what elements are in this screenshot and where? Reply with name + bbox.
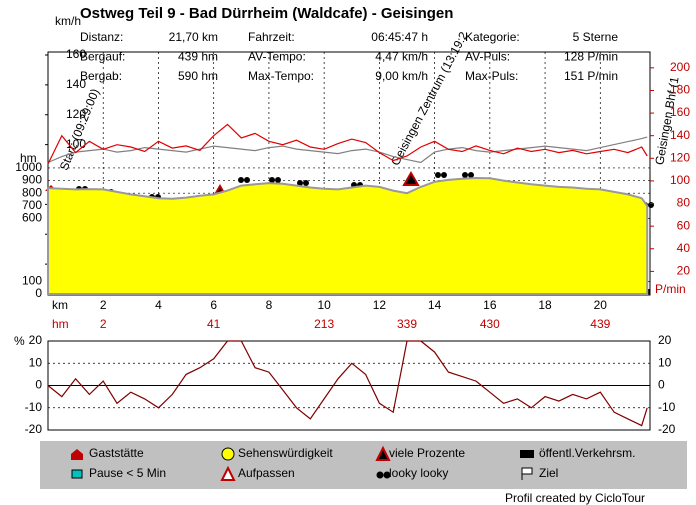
legend-box [40,441,687,489]
x-tick-label: 14 [428,298,442,312]
stat-value: 151 P/min [564,69,618,83]
y-tick-label-right: -10 [658,400,676,414]
y-tick-label: -10 [25,400,43,414]
x-label: km [52,298,68,312]
stat-value: 5 Sterne [573,30,619,44]
x-tick-label: 12 [373,298,387,312]
y-tick-label: 800 [22,185,42,199]
legend-label: looky looky [389,466,448,480]
stat-value: 9,00 km/h [375,69,428,83]
y2-tick-label: 100 [670,173,690,187]
legend-label: Pause < 5 Min [89,466,166,480]
climb-value: 41 [207,317,221,331]
y3-tick-label: 120 [66,107,86,121]
y2-tick-label: 40 [677,241,691,255]
title: Ostweg Teil 9 - Bad Dürrheim (Waldcafe) … [80,5,453,22]
y-label: hm [20,151,37,165]
stat-value: 128 P/min [564,50,618,64]
legend-label: öffentl.Verkehrsm. [539,446,636,460]
y3-label: km/h [55,14,81,28]
stat-label: Distanz: [80,30,123,44]
y-tick-label: -20 [25,422,43,436]
elevation-area [47,176,649,295]
y-tick-label: 1000 [15,160,42,174]
x-tick-label: 16 [483,298,497,312]
series-line [47,123,648,165]
legend-label: Sehenswürdigkeit [238,446,333,460]
y3-tick-label: 140 [66,77,86,91]
y2-tick-label: 80 [677,196,691,210]
series-line [47,340,648,427]
legend-icons [71,445,534,481]
stat-label: Fahrzeit: [248,30,295,44]
x-tick-label: 20 [594,298,608,312]
climb-value: 339 [397,317,417,331]
x-tick-label: 4 [155,298,162,312]
y-tick-label-right: 0 [658,378,665,392]
y-tick-label: 900 [22,173,42,187]
y-tick-label: 0 [35,378,42,392]
y3-tick-label: 160 [66,47,86,61]
climb-label: hm [52,317,69,331]
stat-value: 06:45:47 h [371,30,428,44]
x-tick-label: 10 [317,298,331,312]
stat-value: 439 hm [178,50,218,64]
climb-value: 439 [590,317,610,331]
y2-tick-label: 120 [670,150,690,164]
y-tick-label: 10 [29,355,43,369]
y2-tick-label: 180 [670,83,690,97]
y-tick-label: 600 [22,211,42,225]
stat-label: Bergab: [80,69,122,83]
x-tick-label: 8 [266,298,273,312]
y-tick-label: 20 [29,333,43,347]
climb-value: 213 [314,317,334,331]
x-tick-label: 6 [210,298,217,312]
stat-label: AV-Puls: [465,50,510,64]
gradient-label: % [14,334,25,348]
y2-label: P/min [655,282,686,296]
stat-label: Max-Puls: [465,69,518,83]
y2-tick-label: 140 [670,128,690,142]
y2-tick-label: 60 [677,218,691,232]
climb-value: 2 [100,317,107,331]
y-tick-label: 700 [22,198,42,212]
stat-label: Max-Tempo: [248,69,314,83]
legend-label: Gaststätte [89,446,144,460]
x-tick-label: 18 [538,298,552,312]
legend-label: Ziel [539,466,558,480]
y-tick-label-right: -20 [658,422,676,436]
legend-label: Aufpassen [238,466,295,480]
stat-value: 4,47 km/h [375,50,428,64]
y-tick-label: 0 [35,286,42,300]
y2-tick-label: 160 [670,105,690,119]
stat-label: AV-Tempo: [248,50,306,64]
y2-tick-label: 200 [670,60,690,74]
stat-value: 590 hm [178,69,218,83]
y-tick-label: 100 [22,274,42,288]
y-tick-label-right: 10 [658,355,672,369]
y2-tick-label: 20 [677,264,691,278]
footer: Profil created by CicloTour [505,491,645,505]
y-tick-label-right: 20 [658,333,672,347]
stat-value: 21,70 km [169,30,218,44]
climb-value: 430 [480,317,500,331]
stat-label: Kategorie: [465,30,520,44]
legend-label: viele Prozente [389,446,465,460]
x-tick-label: 2 [100,298,107,312]
stat-label: Bergauf: [80,50,125,64]
